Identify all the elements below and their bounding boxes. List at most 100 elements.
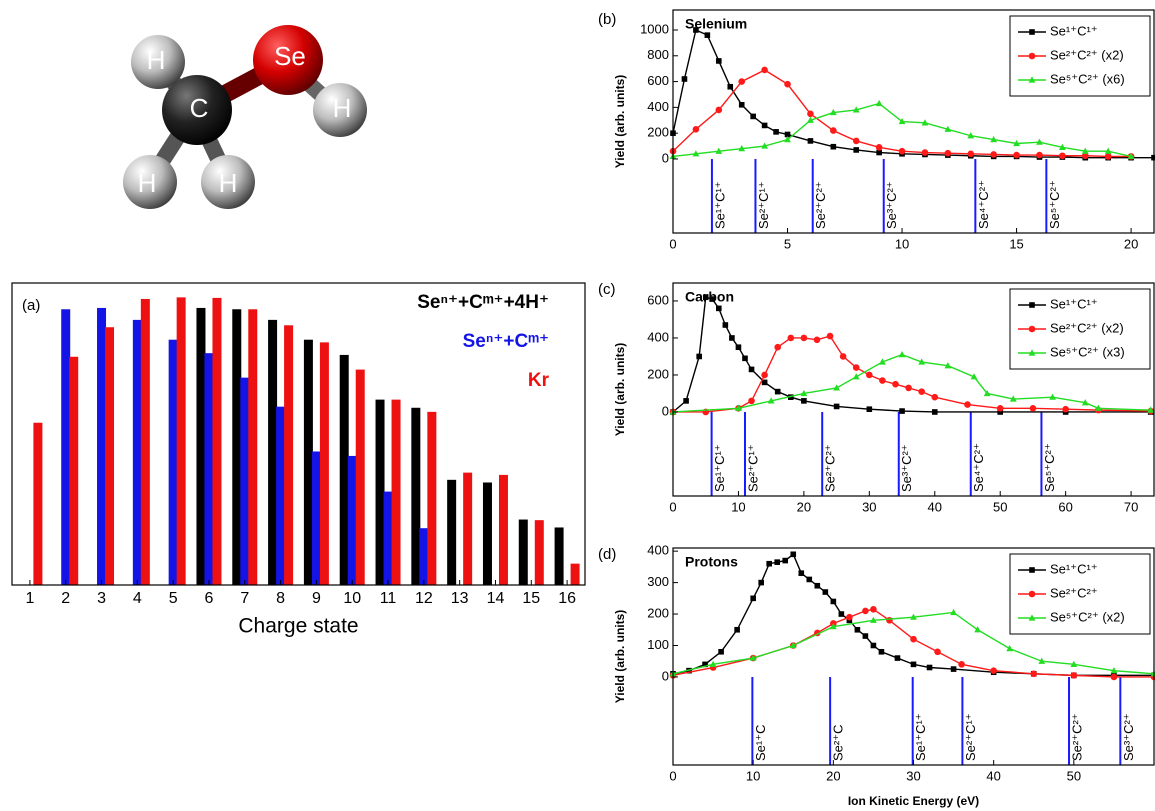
legend-marker	[1029, 302, 1035, 308]
marker	[761, 142, 769, 149]
x-tick-label: 20	[1124, 236, 1138, 251]
marker	[761, 66, 768, 74]
marker	[918, 358, 926, 365]
legend-marker	[1028, 76, 1036, 83]
marker	[748, 397, 755, 405]
x-tick-label: 16	[558, 590, 576, 607]
marker	[830, 127, 837, 134]
marker	[870, 616, 877, 623]
x-tick-label: 2	[61, 590, 70, 607]
marker	[1104, 147, 1112, 154]
x-tick-label: 1	[25, 590, 34, 607]
legend-entry: Se⁵⁺C²⁺ (x3)	[1050, 344, 1125, 359]
bar	[284, 325, 294, 585]
series-line	[672, 611, 1155, 675]
marker	[983, 389, 991, 397]
marker	[813, 336, 821, 344]
marker	[870, 642, 877, 649]
marker	[742, 355, 748, 362]
marker	[875, 99, 883, 107]
marker	[790, 551, 797, 558]
chart: Se¹⁺C Se²⁺C Se¹⁺C¹⁺ Se²⁺C¹⁺ Se²⁺C²⁺ Se³⁺C²⁺ 0 1…	[598, 543, 1155, 808]
marker	[905, 384, 912, 392]
marker	[1058, 143, 1066, 150]
bar	[248, 309, 258, 585]
atom	[201, 155, 255, 209]
threshold-label: Se³⁺C²⁺	[899, 444, 914, 492]
marker	[829, 108, 837, 116]
threshold-label: Se⁵⁺C²⁺	[1042, 443, 1057, 492]
plot-frame	[11, 282, 586, 586]
chart: Se¹⁺C¹⁺ Se²⁺C¹⁺ Se²⁺C²⁺ Se³⁺C²⁺ Se⁴⁺C²⁺ Se⁵⁺C…	[598, 281, 1155, 514]
marker	[1049, 393, 1056, 400]
marker	[1036, 138, 1043, 145]
marker	[807, 110, 814, 118]
x-tick-label: 20	[826, 768, 840, 783]
marker	[1081, 152, 1089, 160]
x-tick-label: 10	[895, 236, 909, 251]
marker	[910, 635, 917, 643]
bar	[240, 377, 250, 585]
plot-frame	[672, 9, 1155, 234]
marker	[1059, 152, 1066, 160]
series-line	[672, 296, 1151, 413]
marker	[787, 394, 794, 400]
plot-frame	[672, 282, 1155, 497]
bar	[232, 309, 242, 585]
marker	[918, 388, 925, 395]
y-tick-label: 0	[662, 403, 669, 418]
marker	[898, 147, 906, 155]
threshold-label: Se³⁺C²⁺	[1121, 713, 1136, 761]
marker	[826, 332, 834, 340]
bar	[339, 354, 349, 585]
legend-entry: Se¹⁺C¹⁺	[1050, 561, 1098, 576]
panel-label: (c)	[598, 281, 616, 298]
panel-label: (d)	[598, 546, 616, 563]
marker	[734, 626, 740, 633]
marker	[886, 617, 893, 624]
bar	[105, 327, 115, 585]
bar	[132, 319, 142, 585]
marker	[833, 403, 840, 410]
marker	[749, 654, 757, 661]
marker	[866, 371, 873, 379]
bar	[97, 307, 107, 585]
x-tick-label: 10	[343, 590, 361, 607]
marker	[970, 373, 978, 380]
bar	[411, 407, 421, 585]
marker	[696, 353, 702, 360]
legend-entry: Kr	[528, 370, 550, 391]
x-tick-label: 10	[731, 499, 745, 514]
bar	[419, 528, 429, 585]
marker	[1127, 152, 1135, 159]
threshold-label: Se¹⁺C¹⁺	[712, 444, 727, 492]
marker	[1151, 154, 1155, 161]
marker	[704, 32, 711, 38]
marker	[722, 322, 729, 328]
marker	[879, 377, 886, 384]
x-tick-label: 13	[451, 590, 469, 607]
legend-marker	[1028, 325, 1036, 333]
marker	[735, 404, 742, 411]
marker	[862, 633, 869, 639]
atom-label: C	[190, 93, 209, 123]
atom-label: H	[219, 168, 238, 198]
atom	[162, 75, 232, 145]
marker	[789, 641, 797, 649]
marker	[1062, 405, 1069, 413]
marker	[910, 661, 917, 668]
marker	[931, 409, 938, 415]
molecule: H C H H Se H	[123, 25, 367, 209]
chart: Se¹⁺C¹⁺ Se²⁺C¹⁺ Se²⁺C²⁺ Se³⁺C²⁺ Se⁴⁺C²⁺ Se⁵⁺C…	[598, 9, 1155, 251]
y-tick-label: 400	[647, 329, 669, 344]
legend-entry: Seⁿ⁺+Cᵐ⁺	[463, 331, 549, 352]
marker	[899, 408, 905, 414]
bar	[168, 339, 178, 585]
marker	[1094, 404, 1102, 411]
marker	[798, 570, 805, 576]
threshold-label: Se¹⁺C¹⁺	[913, 713, 928, 761]
bar	[463, 472, 473, 585]
marker	[709, 660, 717, 667]
x-tick-label: 5	[169, 590, 178, 607]
threshold-label: Se³⁺C²⁺	[884, 181, 899, 229]
